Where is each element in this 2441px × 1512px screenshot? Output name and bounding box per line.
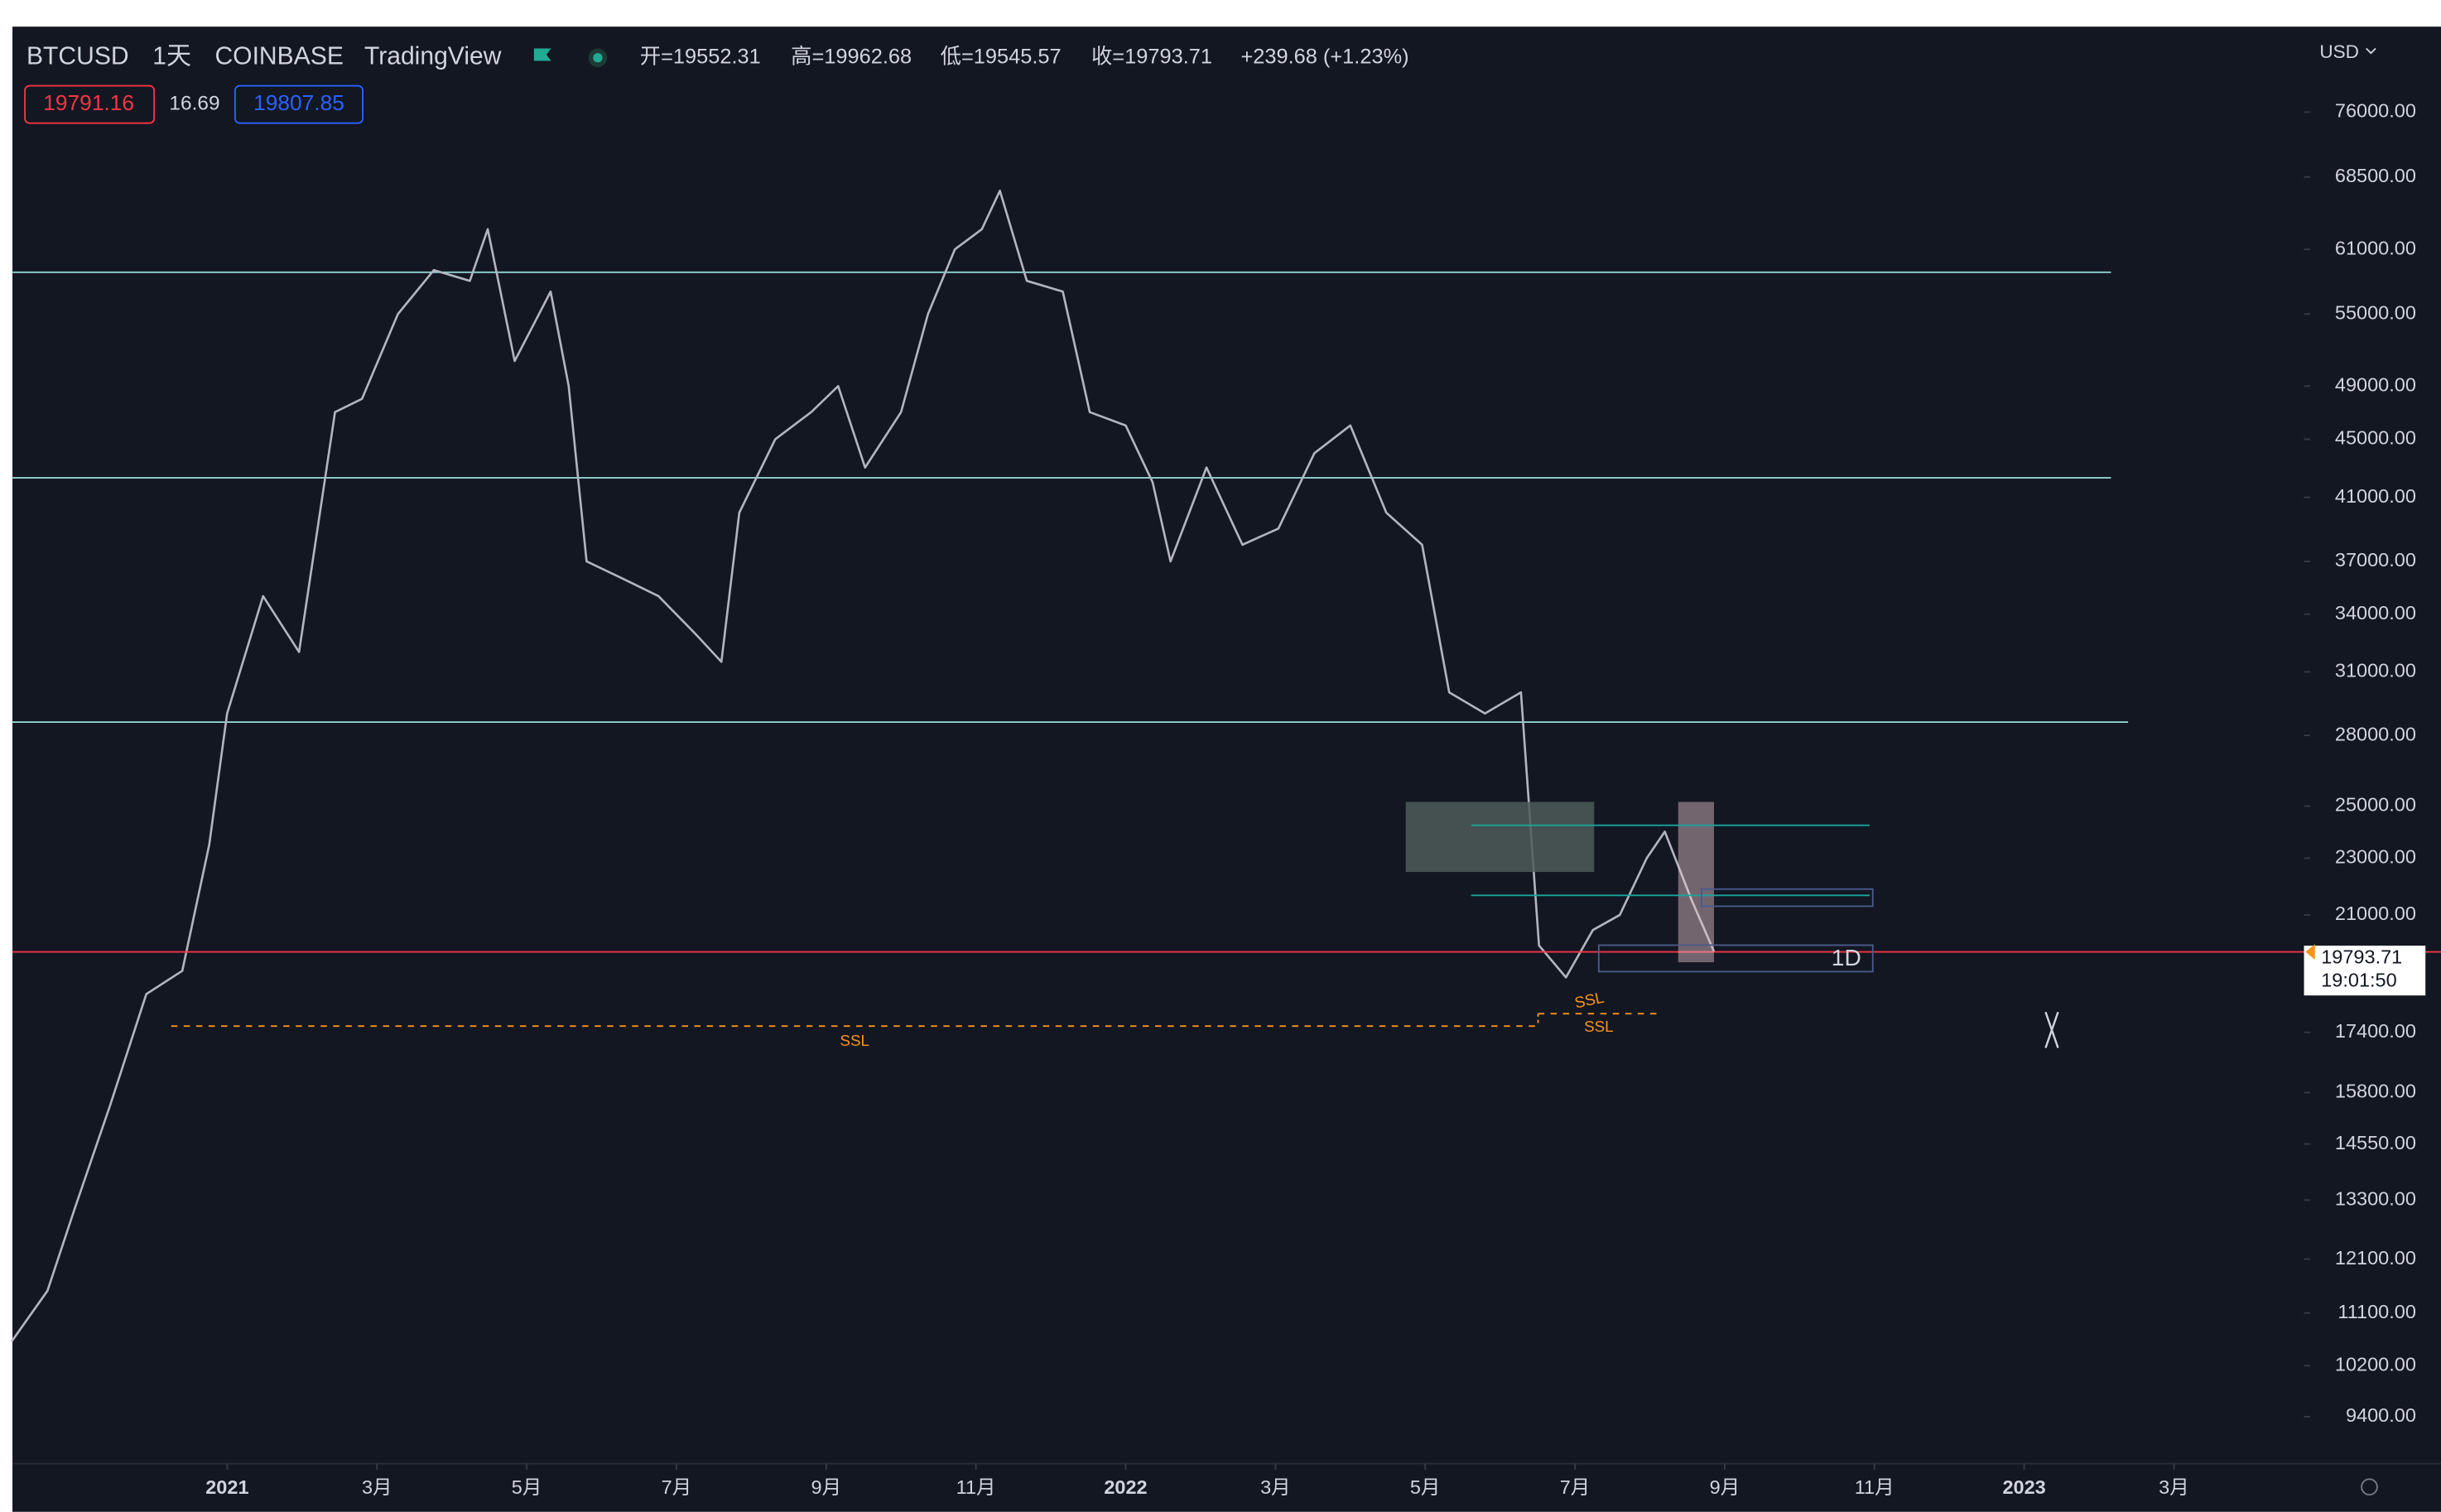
x-tick-label: 2022 xyxy=(1104,1476,1147,1498)
flag-icon xyxy=(533,48,551,61)
buy-box[interactable] xyxy=(234,84,364,124)
price-tag-box xyxy=(2304,946,2426,996)
x-tick-label: 11月 xyxy=(1855,1476,1895,1498)
drawing-box xyxy=(1701,888,1874,908)
x-tick-label: 5月 xyxy=(512,1476,542,1498)
ohlc-change: +239.68 (+1.23%) xyxy=(1240,45,1408,68)
sell-box[interactable] xyxy=(24,84,156,124)
x-tick-label: 3月 xyxy=(2159,1476,2189,1498)
ohlc-high: 高=19962.68 xyxy=(791,45,912,68)
exchange: COINBASE xyxy=(214,43,343,70)
y-tick-label: 25000.00 xyxy=(2335,794,2416,816)
y-tick-label: 11100.00 xyxy=(2337,1301,2416,1322)
chart-background xyxy=(12,26,2441,1512)
currency[interactable]: USD xyxy=(2319,41,2359,62)
y-tick-label: 61000.00 xyxy=(2335,237,2416,258)
x-tick-label: 9月 xyxy=(811,1476,842,1498)
y-tick-label: 41000.00 xyxy=(2335,485,2416,507)
y-tick-label: 28000.00 xyxy=(2335,723,2416,744)
y-tick-label: 37000.00 xyxy=(2335,549,2416,571)
y-tick-label: 55000.00 xyxy=(2335,301,2416,323)
y-tick-label: 14550.00 xyxy=(2335,1132,2416,1153)
drawing-box xyxy=(1597,944,1874,973)
y-tick-label: 9400.00 xyxy=(2346,1404,2416,1426)
x-tick-label: 2023 xyxy=(2002,1476,2045,1498)
y-tick-label: 34000.00 xyxy=(2335,602,2416,624)
y-tick-label: 68500.00 xyxy=(2335,165,2416,186)
x-tick-label: 7月 xyxy=(662,1476,692,1498)
y-tick-label: 13300.00 xyxy=(2335,1187,2416,1209)
y-tick-label: 21000.00 xyxy=(2335,903,2416,924)
source: TradingView xyxy=(364,43,502,70)
ohlc-low: 低=19545.57 xyxy=(941,45,1062,68)
zone-box xyxy=(1678,802,1714,963)
annotation: SSL xyxy=(840,1032,869,1049)
sell-price[interactable]: 19791.16 xyxy=(43,90,134,115)
x-tick-label: 9月 xyxy=(1710,1476,1740,1498)
symbol: BTCUSD xyxy=(26,43,129,70)
x-tick-label: 3月 xyxy=(1260,1476,1291,1498)
y-tick-label: 15800.00 xyxy=(2335,1081,2416,1102)
plot xyxy=(10,190,2441,1343)
x-tick-label: 7月 xyxy=(1560,1476,1591,1498)
last-price-label: 19793.71 xyxy=(2321,946,2402,967)
price-tag-arrow xyxy=(2305,944,2315,960)
buy-price[interactable]: 19807.85 xyxy=(253,90,344,115)
spread: 16.69 xyxy=(169,93,219,115)
x-tick-label: 3月 xyxy=(362,1476,392,1498)
y-tick-label: 12100.00 xyxy=(2335,1247,2416,1269)
y-tick-label: 45000.00 xyxy=(2335,427,2416,449)
price-line xyxy=(10,190,1716,1343)
currency-caret xyxy=(2366,47,2376,55)
ohlc-close: 收=19793.71 xyxy=(1091,45,1212,68)
y-tick-label: 10200.00 xyxy=(2335,1354,2416,1375)
y-tick-label: 31000.00 xyxy=(2335,660,2416,681)
y-tick-label: 49000.00 xyxy=(2335,373,2416,395)
zone-box xyxy=(1405,802,1595,873)
ohlc-open: 开=19552.31 xyxy=(640,45,761,68)
drawing-mark xyxy=(2044,1011,2059,1048)
countdown: 19:01:50 xyxy=(2321,969,2396,990)
y-tick-label: 17400.00 xyxy=(2335,1020,2416,1042)
x-tick-label: 2021 xyxy=(205,1476,248,1498)
annotation: SSL xyxy=(1584,1018,1614,1035)
x-tick-label: 5月 xyxy=(1410,1476,1441,1498)
annotation: 1D xyxy=(1832,944,1861,970)
x-tick-label: 11月 xyxy=(956,1476,996,1498)
status-dot xyxy=(593,53,603,63)
interval: 1天 xyxy=(152,43,191,70)
y-tick-label: 76000.00 xyxy=(2335,100,2416,122)
y-tick-label: 23000.00 xyxy=(2335,846,2416,868)
settings-icon[interactable] xyxy=(2361,1478,2378,1496)
toolbar-strip xyxy=(0,0,2441,26)
